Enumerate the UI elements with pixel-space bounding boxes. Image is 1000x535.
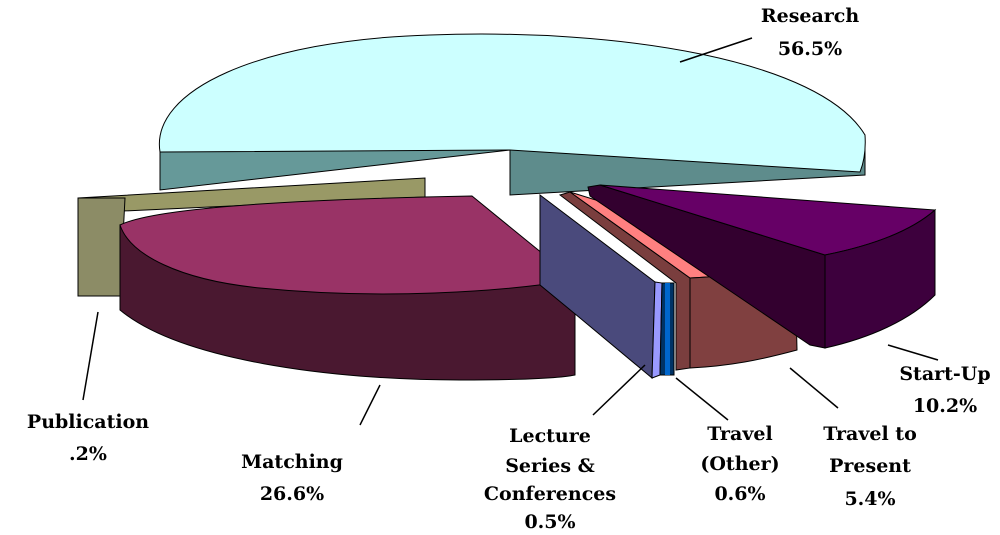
slice-start-up-front	[824, 208, 936, 349]
leader-travel-present	[789, 367, 839, 409]
label-matching: Matching	[241, 451, 343, 473]
leader-lecture	[592, 364, 646, 416]
value-publication: .2%	[69, 443, 107, 465]
leader-publication	[82, 311, 99, 401]
value-start-up: 10.2%	[913, 395, 977, 417]
slice-start-up	[587, 184, 937, 349]
data-labels: Research 56.5% Start-Up 10.2% Travel to …	[27, 5, 991, 533]
label-travel-present-1: Travel to	[823, 423, 917, 445]
label-travel-other-1: Travel	[707, 423, 772, 445]
value-lecture: 0.5%	[524, 511, 575, 533]
label-publication: Publication	[27, 411, 149, 433]
slice-publication	[77, 177, 426, 297]
label-start-up: Start-Up	[899, 363, 990, 385]
leader-lines	[82, 37, 939, 426]
label-travel-other-2: (Other)	[700, 453, 779, 475]
slice-lecture-side	[539, 193, 656, 380]
slice-lecture-series	[539, 193, 663, 380]
value-travel-present: 5.4%	[844, 488, 895, 510]
slice-research	[158, 33, 866, 196]
leader-matching	[359, 384, 381, 426]
label-lecture-2: Series &	[505, 455, 595, 477]
value-travel-other: 0.6%	[714, 483, 765, 505]
slice-publication-front	[77, 197, 126, 297]
leader-research	[679, 37, 753, 63]
label-research: Research	[761, 5, 860, 27]
value-research: 56.5%	[778, 38, 842, 60]
slice-travel-other	[659, 282, 675, 376]
leader-start-up	[887, 344, 939, 361]
slice-matching-top	[119, 195, 577, 295]
label-lecture-1: Lecture	[509, 425, 591, 447]
label-travel-present-2: Present	[829, 455, 911, 477]
value-matching: 26.6%	[260, 483, 324, 505]
slice-research-top	[158, 33, 866, 173]
slice-travel-other-edge	[665, 283, 670, 375]
leader-travel-other	[675, 377, 729, 421]
slice-matching	[119, 195, 577, 381]
label-lecture-3: Conferences	[484, 483, 616, 505]
